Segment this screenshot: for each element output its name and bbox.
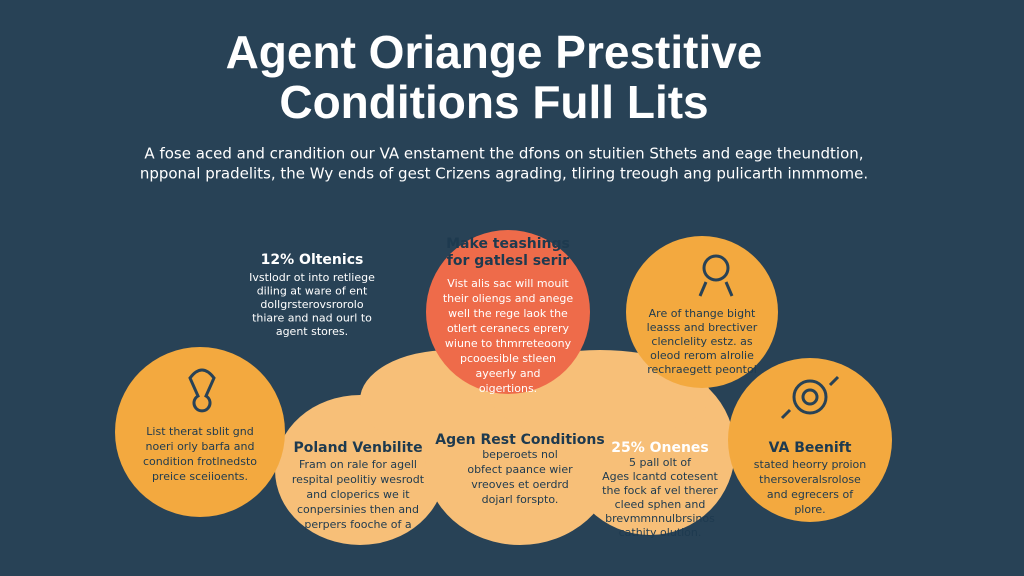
panel-text: ayeerly and: [475, 367, 540, 380]
panel-heading: 25% Onenes: [611, 440, 709, 456]
panel-text: Ages lcantd cotesent: [602, 470, 718, 483]
panel-heading: Make teashings: [446, 236, 570, 252]
panel-text: well the rege laok the: [448, 307, 568, 320]
panel-text: conpersinies then and: [297, 503, 419, 516]
title-line: Conditions Full Lits: [279, 76, 708, 128]
panel-text: the fock af vel therer: [602, 484, 718, 497]
panel-text: 5 pall olt of: [629, 456, 692, 469]
panel-text: respital peolitiy wesrodt: [292, 473, 425, 486]
subtitle-line: A fose aced and crandition our VA enstam…: [144, 145, 863, 163]
panel-heading: VA Beenift: [769, 440, 852, 456]
panel-text: Vist alis sac will mouit: [447, 277, 569, 290]
panel-text: their oliengs and anege: [443, 292, 574, 305]
panel-heading: 12% Oltenics: [261, 252, 364, 268]
panel-text: beperoets nol: [482, 448, 558, 461]
panel-text: Are of thange bight: [649, 307, 756, 320]
circle-right: [728, 358, 892, 522]
panel-text: thersoveralsrolose: [759, 473, 861, 486]
panel-heading: Agen Rest Conditions: [435, 432, 604, 448]
circle-center: [426, 230, 590, 394]
icons: [188, 254, 840, 420]
panel-text: and cloperics we it: [306, 488, 410, 501]
panel-text: dojarl forspto.: [482, 493, 559, 506]
title-line: Agent Oriange Prestitive: [226, 26, 763, 78]
panel-text: dollgrsterovsrorolo: [260, 298, 363, 311]
circle-left: [115, 347, 285, 517]
panel-text: preice sceiioents.: [152, 470, 248, 483]
panel-text: clenclelity estz. as: [651, 335, 752, 348]
panel-text: Fram on rale for agell: [299, 458, 417, 471]
panel-text: Ivstlodr ot into retliege: [249, 271, 375, 284]
panel-text: agent stores.: [276, 325, 348, 338]
panel-text: otlert ceranecs eprery: [447, 322, 570, 335]
panel-text: oleod rerom alrolie: [650, 349, 754, 362]
panel-text: cathity olution.: [619, 526, 702, 539]
panel-text: pcooesible stleen: [460, 352, 556, 365]
subtitle-line: npponal pradelits, the Wy ends of gest C…: [140, 165, 868, 183]
panel-text: and egrecers of: [767, 488, 854, 501]
panel-text: perpers fooche of a: [304, 518, 411, 531]
panel-text: thiare and nad ourl to: [252, 312, 372, 325]
panel-heading: Poland Venbilite: [293, 440, 422, 456]
panel-text: diling at ware of ent: [257, 285, 368, 298]
panel-text: vreoves et oerdrd: [471, 478, 569, 491]
panel-text: stated heorry proion: [754, 458, 866, 471]
circle-top-right: [626, 236, 778, 388]
panel-text: oigertions.: [479, 382, 537, 395]
panel-text: plore.: [794, 503, 825, 516]
panel-text: leasss and brectiver: [647, 321, 758, 334]
panel-text: noeri orly barfa and: [146, 440, 255, 453]
panel-text: brevmmnnulbrsinos: [605, 512, 715, 525]
panel-heading: for gatlesl serir: [447, 253, 569, 269]
panel-text: cleed sphen and: [615, 498, 706, 511]
panel-text: wiune to thmrreteoony: [445, 337, 572, 350]
panel-text: rechraegett peontol: [647, 363, 757, 376]
panel-text: obfect paance wier: [467, 463, 573, 476]
panel-text: List therat sblit gnd: [146, 425, 253, 438]
panel-text: condition frotlnedsto: [143, 455, 257, 468]
